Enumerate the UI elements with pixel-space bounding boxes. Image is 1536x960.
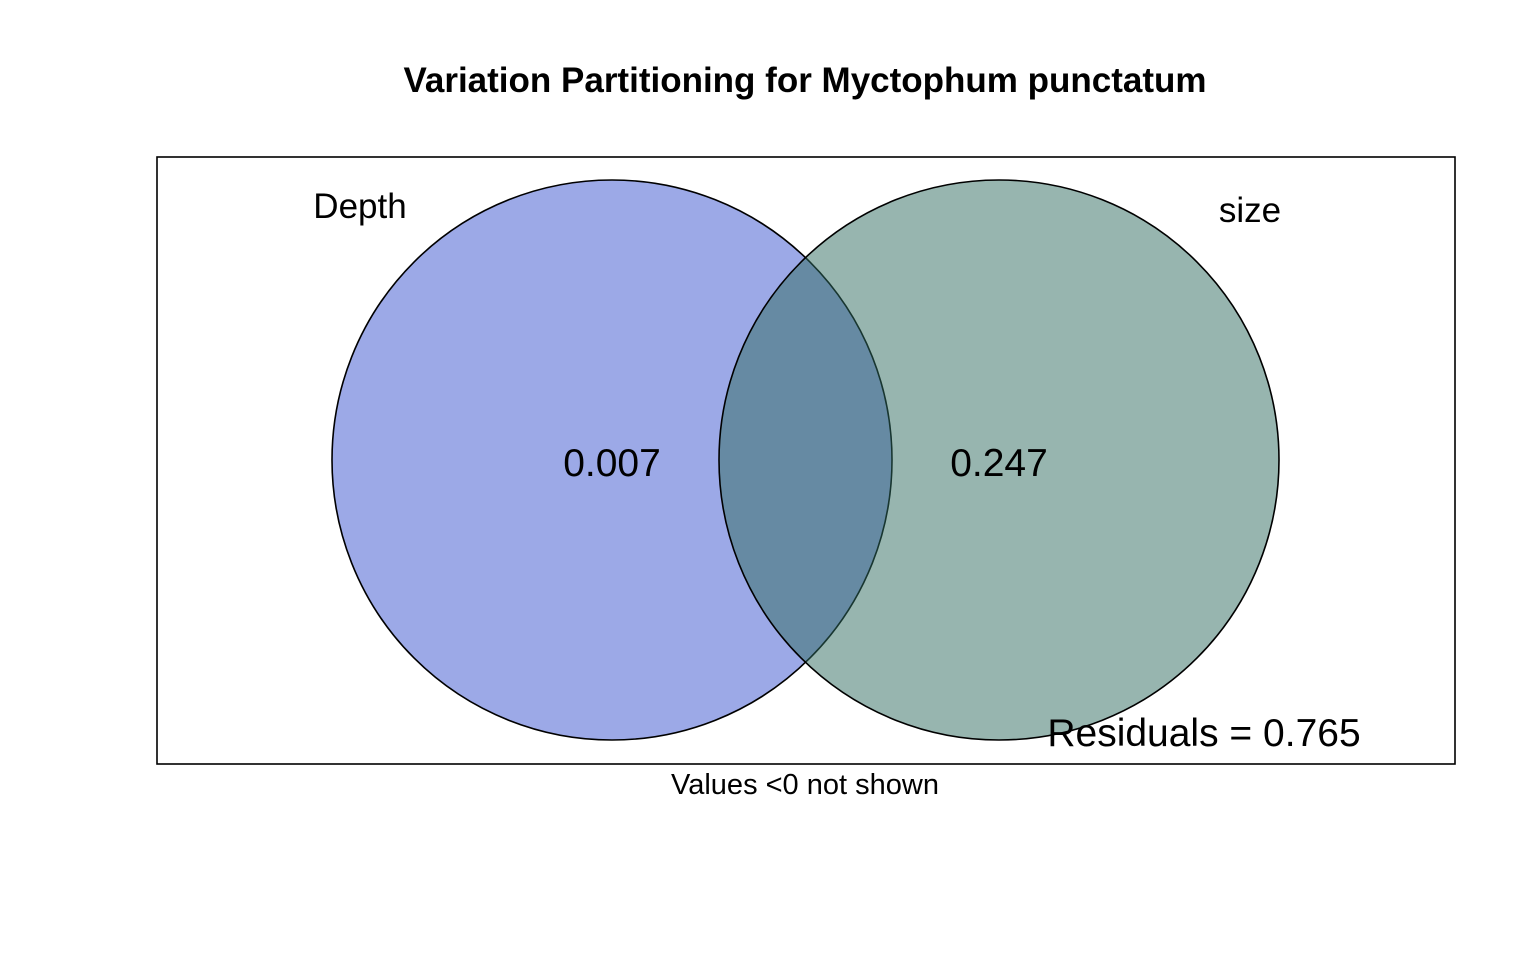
plot-frame	[156, 156, 1456, 765]
depth-set-label: Depth	[313, 187, 406, 226]
chart-title: Variation Partitioning for Myctophum pun…	[403, 61, 1206, 100]
footnote: Values <0 not shown	[671, 769, 939, 801]
size-set-label: size	[1219, 191, 1281, 230]
residuals-label: Residuals = 0.765	[1047, 712, 1360, 755]
size-circle	[718, 179, 1280, 741]
depth-unique-value: 0.007	[563, 442, 661, 485]
size-unique-value: 0.247	[950, 442, 1048, 485]
